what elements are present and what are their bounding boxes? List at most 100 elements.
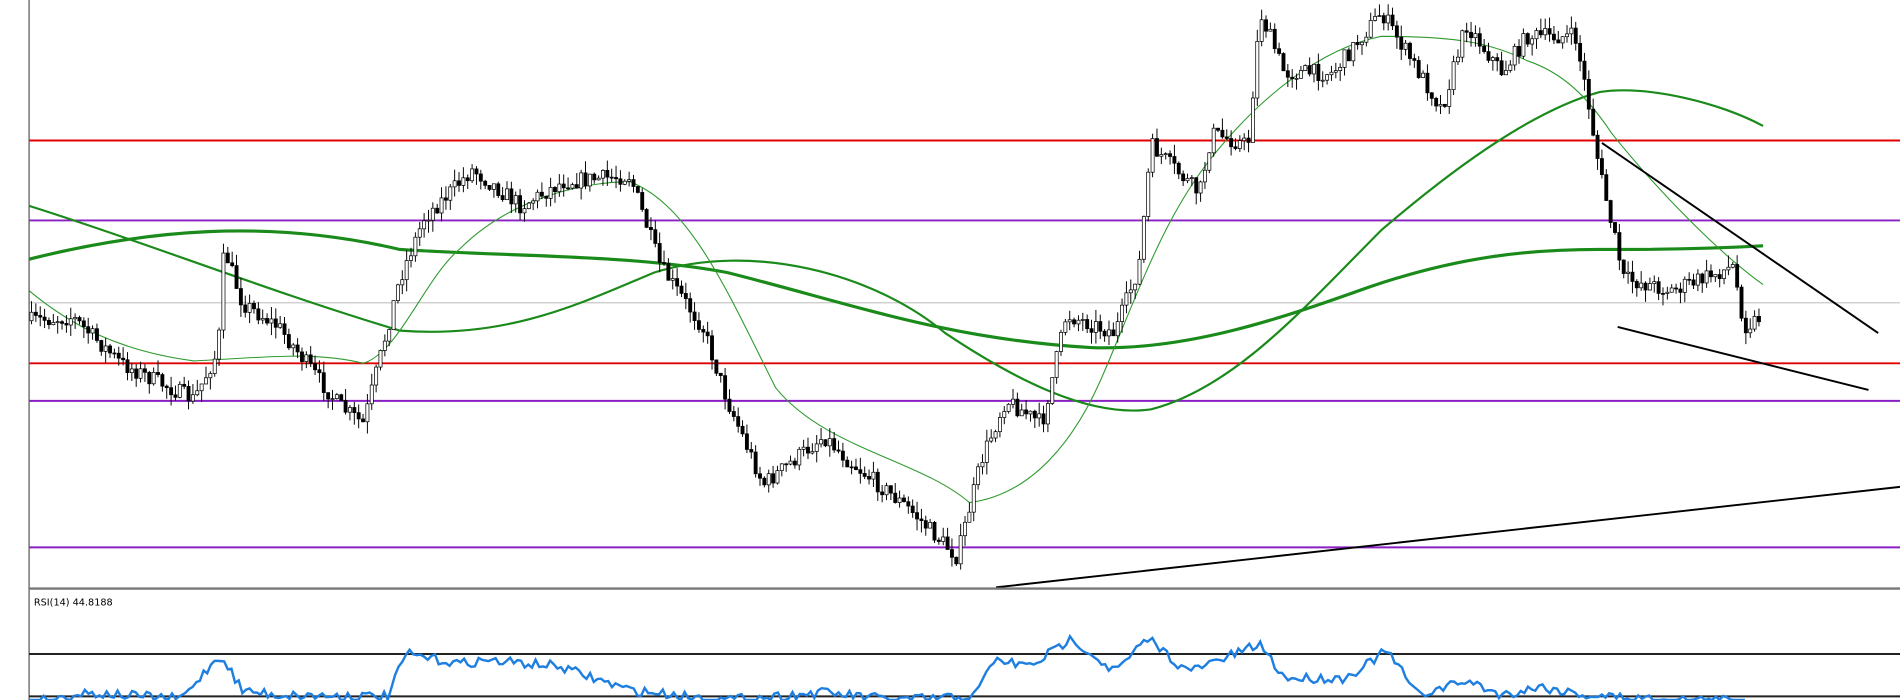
candle-body: [1499, 60, 1504, 76]
candle-body: [60, 321, 64, 324]
candle-body: [570, 184, 575, 189]
candle-body: [775, 470, 780, 484]
candle-body: [1425, 72, 1430, 94]
candle-body: [1364, 36, 1369, 43]
candle-body: [692, 311, 697, 322]
candle-body: [797, 448, 802, 466]
candle-body: [382, 340, 387, 351]
candle-body: [766, 473, 771, 486]
candle-body: [670, 278, 675, 281]
candle-body: [1006, 403, 1011, 412]
candle-body: [273, 318, 278, 328]
candle-body: [557, 183, 562, 193]
candle-body: [553, 187, 557, 193]
candle-body: [99, 340, 104, 352]
candle-body: [1464, 30, 1469, 33]
candle-body: [1259, 19, 1264, 42]
candle-body: [675, 278, 680, 287]
candle-body: [622, 180, 627, 185]
candle-body: [160, 374, 165, 387]
rsi-line: [29, 633, 1745, 700]
candle-body: [915, 512, 919, 520]
candle-body: [112, 352, 117, 355]
candle-body: [1403, 42, 1408, 50]
candle-body: [1346, 49, 1351, 62]
candle-body: [1512, 46, 1517, 66]
candle-body: [958, 535, 963, 565]
candle-body: [1146, 171, 1151, 217]
candle-body: [1573, 27, 1578, 44]
candle-body: [509, 188, 514, 205]
candle-body: [967, 511, 972, 523]
candle-body: [566, 187, 570, 190]
candle-body: [801, 446, 806, 450]
candle-body: [1599, 158, 1604, 176]
trendlines: [995, 142, 1900, 589]
candle-body: [601, 169, 605, 179]
candle-body: [640, 192, 645, 210]
candle-body: [1032, 410, 1037, 419]
candle-body: [1063, 321, 1068, 333]
candle-body: [129, 368, 134, 373]
candle-body: [374, 366, 379, 386]
candle-body: [1045, 403, 1050, 425]
candle-body: [1024, 409, 1029, 415]
candle-body: [404, 260, 409, 281]
candle-body: [1294, 77, 1299, 80]
candle-body: [784, 463, 789, 466]
candle-body: [1547, 28, 1552, 35]
candle-body: [1207, 152, 1212, 171]
candle-body: [984, 440, 989, 463]
candle-body: [51, 322, 56, 326]
candle-body: [1072, 319, 1077, 325]
candle-body: [1739, 286, 1744, 319]
candle-body: [932, 522, 937, 541]
candle-body: [369, 384, 374, 405]
candle-body: [997, 417, 1002, 433]
candle-body: [461, 177, 466, 186]
candle-body: [1613, 222, 1617, 233]
candle-body: [941, 536, 946, 542]
candle-body: [1486, 51, 1491, 61]
candle-body: [55, 321, 60, 324]
candle-body: [1133, 283, 1138, 291]
candle-body: [1185, 178, 1190, 182]
candle-body: [238, 288, 243, 306]
candle-body: [1320, 79, 1325, 82]
candle-body: [195, 390, 200, 396]
candle-body: [1713, 274, 1718, 278]
candle-body: [243, 304, 248, 313]
candle-body: [1691, 279, 1696, 286]
candle-body: [116, 352, 121, 359]
candle-body: [491, 183, 496, 190]
candle-body: [954, 556, 959, 565]
candle-body: [683, 293, 688, 299]
candle-body: [548, 187, 553, 199]
candle-body: [1141, 216, 1146, 260]
candle-body: [68, 318, 73, 326]
candle-body: [1717, 274, 1722, 279]
candle-body: [334, 394, 339, 399]
candle-body: [217, 329, 222, 360]
candle-body: [1120, 304, 1125, 322]
trendline: [1617, 326, 1869, 391]
candle-body: [439, 197, 444, 214]
candle-body: [1447, 89, 1452, 107]
candle-body: [1390, 14, 1395, 27]
trendline: [995, 485, 1900, 589]
candle-body: [1517, 46, 1521, 57]
candle-body: [1595, 134, 1600, 159]
candle-body: [94, 328, 99, 341]
candle-body: [810, 451, 815, 454]
candle-body: [395, 284, 400, 301]
candle-body: [710, 335, 714, 361]
candle-body: [1421, 72, 1425, 78]
candle-body: [483, 180, 488, 186]
candle-body: [330, 398, 335, 400]
candle-body: [339, 394, 344, 401]
candle-body: [452, 180, 457, 188]
candle-body: [1054, 351, 1059, 378]
candle-body: [300, 351, 304, 362]
candle-body: [1098, 321, 1103, 332]
